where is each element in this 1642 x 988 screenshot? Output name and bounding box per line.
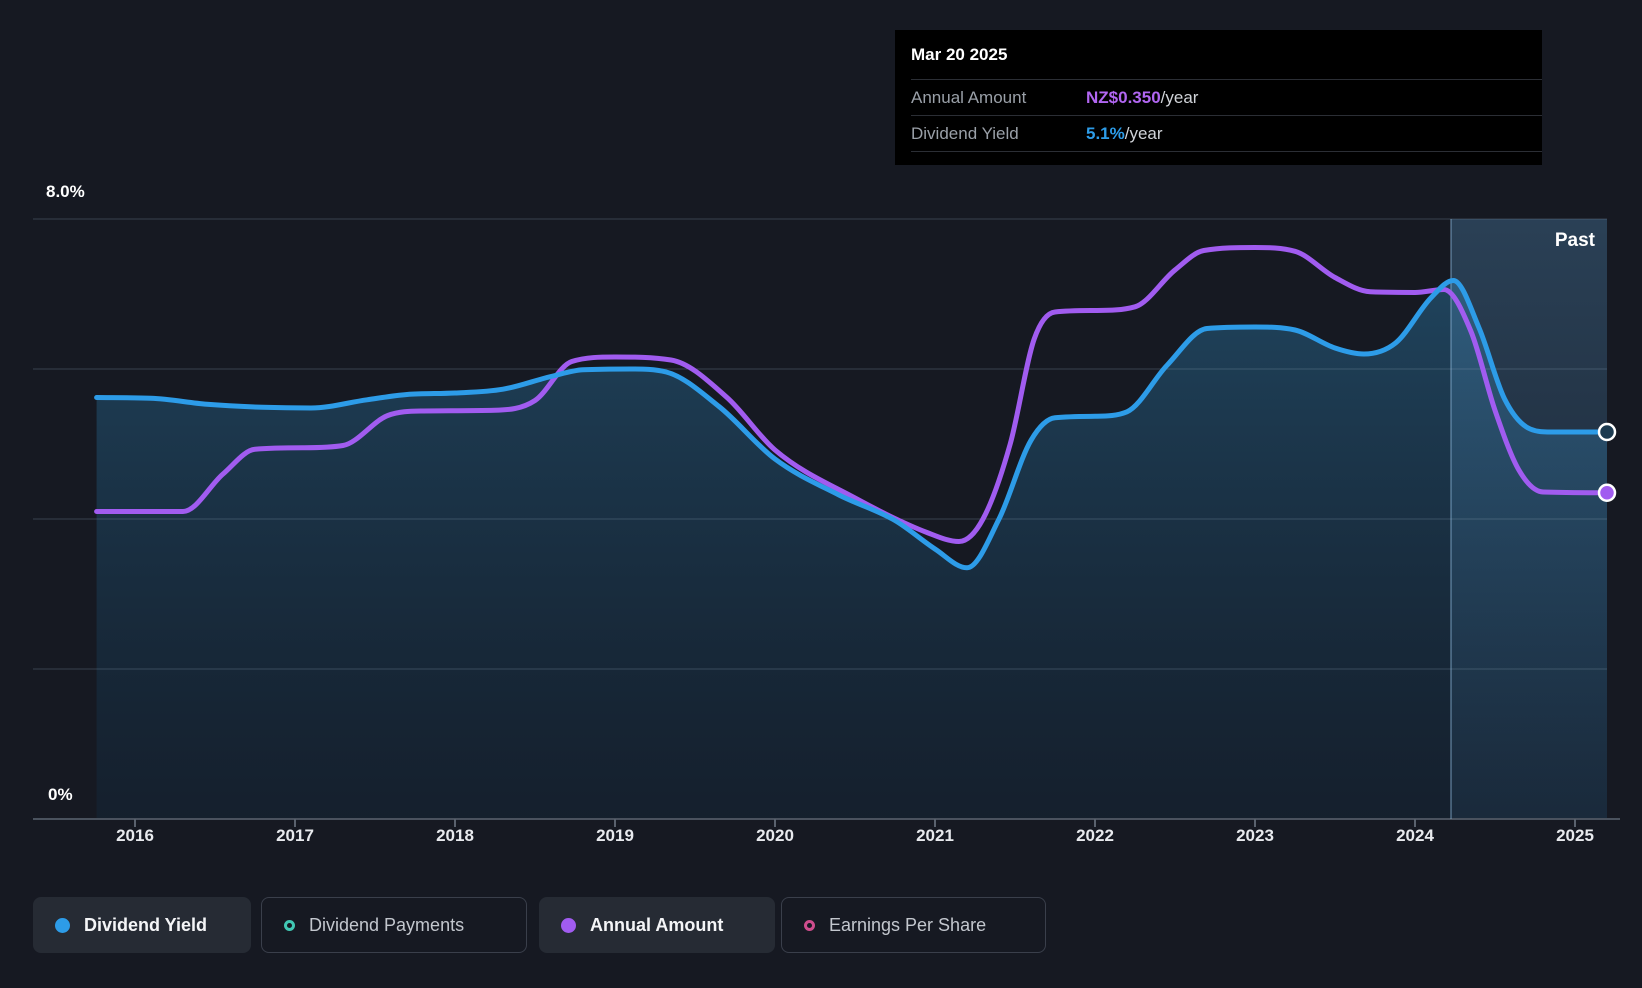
dividend-yield-dot-icon	[55, 917, 70, 933]
legend-label: Earnings Per Share	[829, 914, 987, 935]
legend-button-earnings-per-share[interactable]: Earnings Per Share	[781, 897, 1046, 953]
earnings-per-share-ring-icon	[804, 919, 815, 931]
x-axis-label-2020: 2020	[756, 826, 794, 845]
chart-tooltip: Mar 20 2025 Annual Amount NZ$0.350/year …	[895, 30, 1542, 165]
legend-button-dividend-payments[interactable]: Dividend Payments	[261, 897, 527, 953]
tooltip-suffix: /year	[1124, 123, 1163, 143]
tooltip-row-annual-amount: Annual Amount NZ$0.350/year	[911, 80, 1542, 116]
annual-amount-line	[94, 245, 1610, 544]
tooltip-value: 5.1%	[1086, 123, 1125, 143]
tooltip-date: Mar 20 2025	[911, 30, 1542, 80]
tooltip-suffix: /year	[1160, 87, 1199, 107]
legend-button-dividend-yield[interactable]: Dividend Yield	[33, 897, 251, 953]
x-axis-label-2016: 2016	[116, 826, 154, 845]
annual-amount-end-marker	[1597, 483, 1617, 502]
legend-button-annual-amount[interactable]: Annual Amount	[539, 897, 775, 953]
tooltip-label: Dividend Yield	[911, 123, 1019, 143]
y-axis-label-top: 8.0%	[46, 182, 85, 201]
x-axis-label-2022: 2022	[1076, 826, 1114, 845]
tooltip-row-dividend-yield: Dividend Yield 5.1%/year	[911, 116, 1542, 152]
legend-label: Dividend Yield	[84, 914, 208, 935]
dividend-payments-ring-icon	[284, 919, 295, 931]
past-region-label: Past	[1554, 230, 1595, 251]
legend-label: Dividend Payments	[309, 914, 465, 935]
x-axis-label-2025: 2025	[1556, 826, 1594, 845]
dividend-yield-area	[96, 280, 1608, 819]
legend-label: Annual Amount	[590, 914, 724, 935]
x-axis-label-2019: 2019	[596, 826, 634, 845]
tooltip-label: Annual Amount	[911, 87, 1027, 107]
dividend-yield-end-marker	[1597, 422, 1617, 442]
dividend-yield-line	[94, 278, 1610, 571]
tooltip-value: NZ$0.350	[1086, 87, 1161, 107]
x-axis-label-2024: 2024	[1396, 826, 1434, 845]
annual-amount-dot-icon	[561, 917, 576, 933]
x-axis-label-2021: 2021	[916, 826, 954, 845]
x-axis-label-2023: 2023	[1236, 826, 1274, 845]
x-axis-label-2018: 2018	[436, 826, 474, 845]
y-axis-label-zero: 0%	[48, 785, 73, 804]
x-axis-label-2017: 2017	[276, 826, 314, 845]
